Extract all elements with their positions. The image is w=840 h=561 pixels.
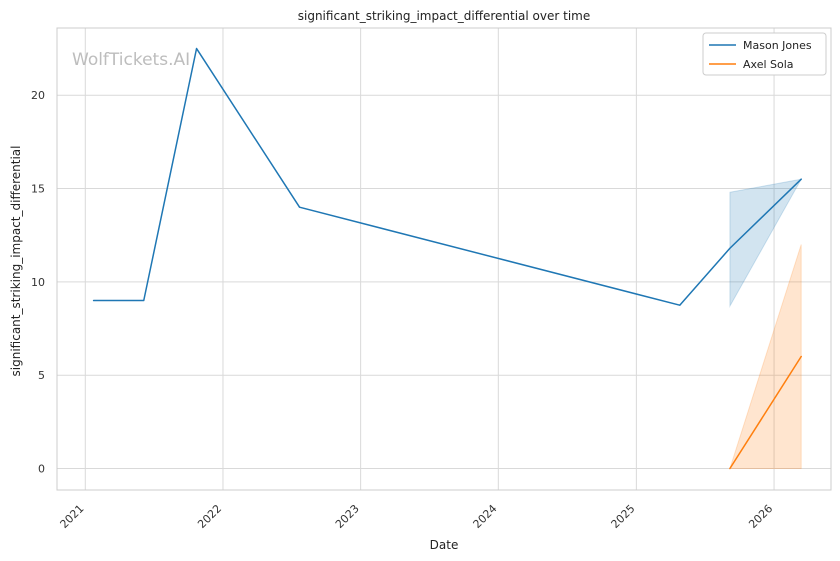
y-tick-label: 5 xyxy=(38,369,45,382)
y-tick-label: 0 xyxy=(38,463,45,476)
x-axis-label: Date xyxy=(430,538,459,552)
legend-label-axel-sola: Axel Sola xyxy=(743,58,794,71)
watermark: WolfTickets.AI xyxy=(72,50,190,70)
chart-title: significant_striking_impact_differential… xyxy=(298,9,590,23)
line-mason-jones xyxy=(92,47,802,306)
plot-frame xyxy=(56,27,832,491)
y-axis-label: significant_striking_impact_differential xyxy=(9,146,23,377)
legend-label-mason-jones: Mason Jones xyxy=(743,39,812,52)
y-tick-label: 10 xyxy=(31,276,45,289)
grid xyxy=(57,28,831,490)
y-tick-label: 15 xyxy=(31,183,45,196)
series-lines xyxy=(92,47,802,470)
y-axis-ticks: 0 5 10 15 20 xyxy=(31,89,45,475)
plot-area xyxy=(57,28,831,490)
y-tick-label: 20 xyxy=(31,89,45,102)
line-axel-sola xyxy=(729,355,802,470)
legend: Mason Jones Axel Sola xyxy=(702,32,827,76)
